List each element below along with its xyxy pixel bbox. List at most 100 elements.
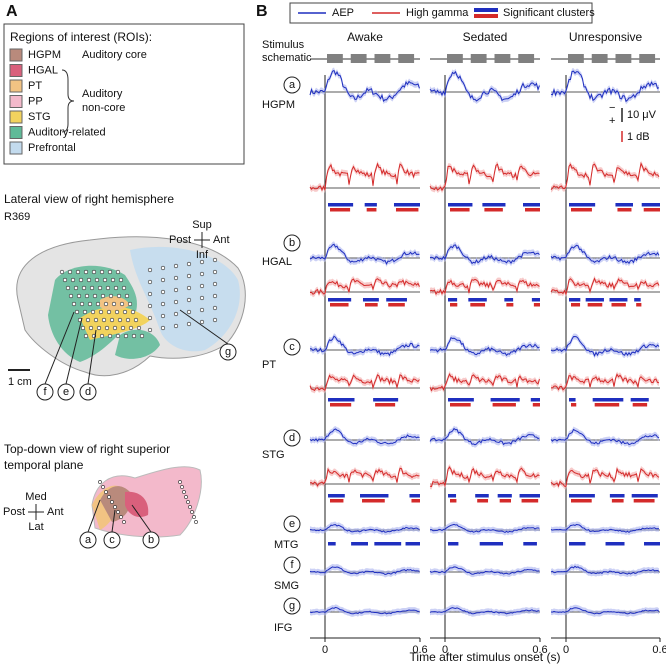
marker-circle (79, 383, 97, 401)
cluster (330, 208, 351, 212)
cluster (482, 203, 506, 207)
electrode (199, 295, 205, 301)
electrode (184, 495, 188, 499)
legend-label: HGPM (28, 49, 61, 61)
aep-band (430, 68, 540, 104)
cluster (405, 542, 420, 546)
leader (131, 504, 152, 533)
marker-circle (283, 515, 301, 533)
scale-label: 1 cm (8, 376, 32, 388)
cluster (571, 303, 581, 307)
marker-circle (36, 383, 54, 401)
electrode (127, 301, 133, 307)
cluster (530, 398, 540, 402)
cluster (328, 203, 354, 207)
cluster (395, 208, 419, 212)
stimulus-block (398, 54, 415, 63)
cluster (375, 403, 396, 407)
cluster (609, 494, 625, 498)
electrode (147, 327, 153, 333)
electrode (212, 257, 218, 263)
electrode (122, 309, 128, 315)
electrode (104, 490, 108, 494)
electrode (79, 301, 85, 307)
cluster (330, 499, 344, 503)
electrode (93, 317, 99, 323)
leader (111, 509, 116, 533)
electrode (105, 285, 111, 291)
brace (61, 69, 75, 133)
x-tick-label: 0.6 (652, 644, 666, 656)
view-title: Top-down view of right superior (4, 442, 170, 456)
leader (87, 499, 101, 533)
electrode (81, 285, 87, 291)
electrode (110, 500, 114, 504)
legend-label: Prefrontal (28, 142, 76, 154)
marker-label: f (290, 559, 294, 571)
cluster (448, 298, 458, 302)
legend-swatch (9, 79, 23, 93)
electrode (71, 301, 77, 307)
electrode (160, 265, 166, 271)
marker-label: c (289, 341, 295, 353)
electrode (103, 301, 109, 307)
x-axis-label: Time after stimulus onset (s) (410, 650, 561, 664)
cluster (450, 303, 458, 307)
legend-swatch (474, 14, 498, 18)
electrode (95, 301, 101, 307)
stimulus-block (568, 54, 584, 63)
cluster (569, 494, 595, 498)
stimulus-block (639, 54, 656, 63)
electrode (186, 321, 192, 327)
stimulus-block (350, 54, 367, 63)
electrode (116, 293, 122, 299)
cluster (525, 208, 540, 212)
cluster (490, 398, 520, 402)
cluster (360, 494, 389, 498)
legend-swatch (9, 126, 23, 139)
cluster (531, 298, 540, 302)
cluster (448, 398, 474, 402)
electrode (212, 269, 218, 275)
hg-trace (309, 162, 420, 192)
electrode (83, 333, 89, 339)
cluster (611, 303, 626, 307)
electrode (180, 485, 184, 489)
marker-label: f (43, 386, 47, 398)
electrode (111, 301, 117, 307)
electrode (186, 261, 192, 267)
leader (44, 311, 75, 385)
x-tick-label: 0.6 (412, 644, 427, 656)
legend-box (289, 2, 593, 24)
electrode (186, 309, 192, 315)
electrode (133, 317, 139, 323)
hg-trace (550, 373, 660, 391)
hg-band (310, 275, 420, 298)
marker-label: g (225, 346, 231, 358)
electrode (160, 325, 166, 331)
electrode (118, 277, 124, 283)
marker-circle (103, 531, 121, 549)
electrode (70, 277, 76, 283)
cluster (533, 303, 540, 307)
electrode (147, 303, 153, 309)
electrode (98, 309, 104, 315)
cluster (569, 542, 586, 546)
electrode (173, 275, 179, 281)
aep-trace (550, 70, 660, 103)
group-label: Auditory (82, 88, 123, 100)
electrode (82, 309, 88, 315)
electrode (113, 285, 119, 291)
electrode (86, 277, 92, 283)
aep-band (310, 426, 420, 447)
aep-trace (309, 243, 420, 266)
electrode (160, 301, 166, 307)
cluster (504, 298, 514, 302)
electrode (115, 269, 121, 275)
scale-sign: + (609, 115, 615, 127)
cluster (499, 499, 511, 503)
stimulus-block (447, 54, 463, 63)
electrode (67, 269, 73, 275)
cluster (484, 208, 503, 212)
hg-trace (429, 466, 540, 488)
